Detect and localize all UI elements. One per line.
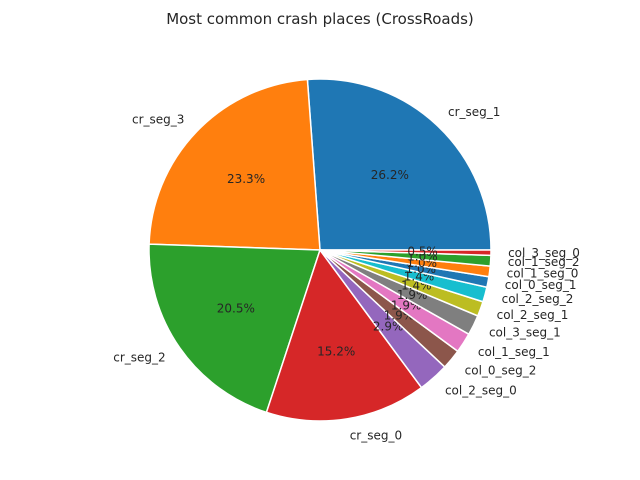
slice-label-col-3-seg-1: col_3_seg_1 <box>489 326 561 340</box>
slice-label-col-1-seg-0: col_1_seg_0 <box>507 267 579 281</box>
slice-label-cr-seg-2: cr_seg_2 <box>113 351 165 365</box>
slice-label-col-2-seg-0: col_2_seg_0 <box>445 384 517 398</box>
slice-label-cr-seg-0: cr_seg_0 <box>350 429 402 443</box>
slice-label-col-2-seg-1: col_2_seg_1 <box>497 308 569 322</box>
slice-label-cr-seg-1: cr_seg_1 <box>448 105 500 119</box>
pct-label-cr-seg-0: 15.2% <box>317 344 355 358</box>
pie-slice-cr-seg-1 <box>306 78 492 251</box>
slice-label-col-1-seg-1: col_1_seg_1 <box>478 345 550 359</box>
pct-label-col-3-seg-0: 0.5% <box>407 245 438 259</box>
pct-label-cr-seg-1: 26.2% <box>371 168 409 182</box>
chart-title: Most common crash places (CrossRoads) <box>166 10 474 28</box>
pie-slice-cr-seg-3 <box>148 78 321 251</box>
pie-slice-col-3-seg-0 <box>319 249 492 257</box>
slice-label-cr-seg-3: cr_seg_3 <box>132 113 184 127</box>
slice-label-col-1-seg-2: col_1_seg_2 <box>508 255 580 269</box>
slice-label-col-3-seg-0: col_3_seg_0 <box>508 246 580 260</box>
pie-slice-cr-seg-0 <box>265 248 423 422</box>
slice-label-col-0-seg-2: col_0_seg_2 <box>465 363 537 377</box>
pct-label-col-2-seg-0: 2.9% <box>373 320 404 334</box>
slice-label-col-0-seg-1: col_0_seg_1 <box>505 278 577 292</box>
slice-label-col-2-seg-2: col_2_seg_2 <box>502 292 574 306</box>
pct-label-cr-seg-2: 20.5% <box>217 302 255 316</box>
pct-label-cr-seg-3: 23.3% <box>227 172 265 186</box>
pie-slice-cr-seg-2 <box>148 243 322 414</box>
